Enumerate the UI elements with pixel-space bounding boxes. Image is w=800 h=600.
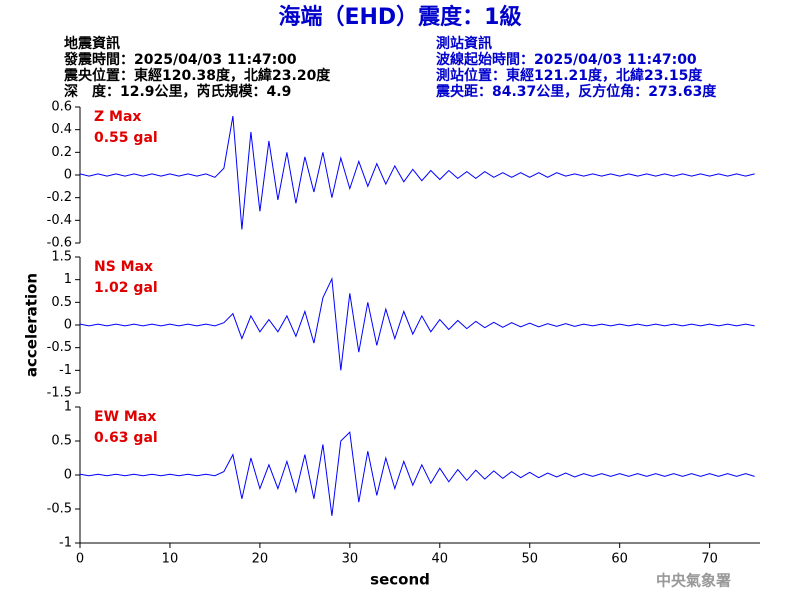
x-axis-label: second [370, 571, 430, 589]
info-line: 波線起始時間：2025/04/03 11:47:00 [436, 51, 697, 68]
x-tick-label: 70 [701, 552, 718, 567]
info-line: 地震資訊 [64, 35, 120, 52]
x-tick-label: 50 [521, 552, 538, 567]
footer: 中央氣象署 [656, 572, 731, 590]
waveform [79, 276, 755, 371]
info-line: 震央位置：東經120.38度，北緯23.20度 [63, 67, 331, 84]
waveform [79, 116, 755, 230]
max-label: 0.63 gal [94, 430, 158, 446]
info-line: 測站資訊 [436, 35, 492, 52]
x-tick-label: 10 [162, 552, 179, 567]
y-tick-label: 1.5 [51, 250, 72, 265]
y-tick-label: 0.5 [51, 434, 72, 449]
x-tick-label: 30 [342, 552, 359, 567]
info-line: 發震時間：2025/04/03 11:47:00 [63, 51, 297, 68]
x-tick-label: 60 [611, 552, 628, 567]
x-tick-label: 0 [76, 552, 84, 567]
y-tick-label: 0 [64, 168, 72, 183]
y-tick-label: 0.2 [51, 145, 72, 160]
y-tick-label: -0.5 [47, 340, 72, 355]
max-label: Z Max [94, 109, 141, 125]
info-line: 測站位置：東經121.21度，北緯23.15度 [436, 67, 703, 84]
waveform [79, 431, 755, 516]
max-label: 1.02 gal [94, 280, 158, 296]
title: 海端（EHD）震度：1級 [278, 4, 521, 30]
info-line: 震央距：84.37公里，反方位角：273.63度 [435, 83, 717, 100]
info-line: 深 度：12.9公里，芮氏規模：4.9 [64, 83, 291, 100]
max-label: EW Max [94, 409, 156, 425]
y-tick-label: -1.5 [47, 386, 72, 401]
y-tick-label: -0.6 [47, 236, 72, 251]
y-tick-label: -1 [59, 536, 72, 551]
y-tick-label: 1 [64, 272, 72, 287]
y-axis-label: acceleration [23, 273, 41, 377]
y-tick-label: 0.4 [51, 122, 72, 137]
y-tick-label: 0 [64, 468, 72, 483]
y-tick-label: -0.4 [47, 213, 72, 228]
y-tick-label: 1 [64, 400, 72, 415]
y-tick-label: -0.5 [47, 502, 72, 517]
y-tick-label: 0.5 [51, 295, 72, 310]
y-tick-label: -0.2 [47, 190, 72, 205]
max-label: 0.55 gal [94, 130, 158, 146]
y-tick-label: -1 [59, 363, 72, 378]
y-tick-label: 0.6 [51, 100, 72, 115]
x-tick-label: 20 [252, 552, 269, 567]
x-tick-label: 40 [432, 552, 449, 567]
y-tick-label: 0 [64, 318, 72, 333]
max-label: NS Max [94, 259, 153, 275]
